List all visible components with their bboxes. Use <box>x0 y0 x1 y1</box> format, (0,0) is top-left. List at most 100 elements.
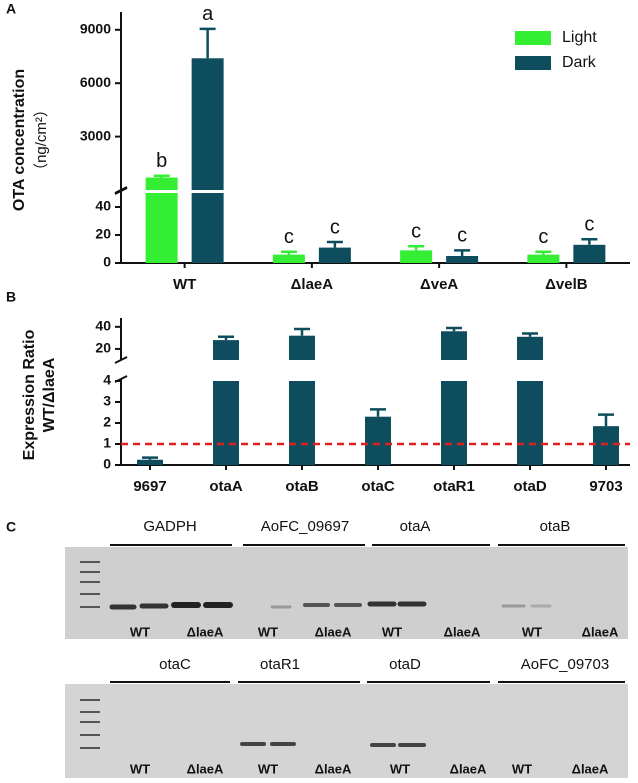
gene-label: otaD <box>389 656 421 673</box>
lane-label: ΔlaeA <box>444 624 481 639</box>
lane-label: ΔlaeA <box>187 761 224 776</box>
error-bar <box>142 456 158 460</box>
bar <box>213 381 239 465</box>
y-tick-label: 1 <box>103 435 111 451</box>
bar <box>400 250 433 263</box>
bar <box>441 381 467 465</box>
lane-label: WT <box>130 624 150 639</box>
lane-label: ΔlaeA <box>315 761 352 776</box>
error-bar <box>153 174 170 178</box>
lane-label: WT <box>390 761 410 776</box>
gel-image <box>65 547 628 639</box>
lane-label: ΔlaeA <box>450 761 487 776</box>
gene-label: otaA <box>400 518 431 535</box>
error-bar <box>370 408 386 417</box>
error-bar <box>598 413 614 427</box>
gene-label: otaR1 <box>260 656 300 673</box>
lane-label: ΔlaeA <box>572 761 609 776</box>
bar <box>517 336 543 360</box>
significance-letter: c <box>584 213 594 235</box>
error-bar <box>218 335 234 341</box>
legend-swatch <box>515 56 551 70</box>
y-tick-label: 40 <box>95 198 111 214</box>
error-bar <box>522 332 538 337</box>
lane-label: WT <box>512 761 532 776</box>
error-bar <box>535 250 552 255</box>
panel-label: A <box>6 1 16 17</box>
significance-letter: b <box>156 150 167 172</box>
bar <box>137 459 163 465</box>
ladder <box>80 561 100 749</box>
axis-break <box>114 356 128 364</box>
legend-swatch <box>515 31 551 45</box>
bar <box>365 416 391 465</box>
y-tick-label: 3000 <box>80 127 111 143</box>
x-tick-label: otaD <box>513 478 547 495</box>
bar <box>318 247 351 263</box>
legend-label: Light <box>562 29 597 46</box>
gel-bands <box>109 601 552 747</box>
gel-image <box>65 684 628 778</box>
gene-label: GADPH <box>143 518 196 535</box>
bar <box>145 177 178 190</box>
y-axis-label: Expression Ratio <box>21 329 38 460</box>
x-tick-label: ΔveA <box>420 276 458 293</box>
x-tick-label: 9703 <box>589 478 622 495</box>
bar <box>272 254 305 263</box>
lane-label: WT <box>522 624 542 639</box>
bar <box>191 58 224 190</box>
bar <box>527 254 560 263</box>
y-tick-label: 40 <box>95 318 111 334</box>
bar <box>517 381 543 465</box>
significance-letter: c <box>284 226 294 248</box>
error-bar <box>294 327 310 336</box>
x-tick-label: 9697 <box>133 478 166 495</box>
significance-letter: c <box>330 216 340 238</box>
axis-break <box>114 186 128 194</box>
bar <box>289 335 315 360</box>
significance-letter: c <box>457 225 467 247</box>
significance-letter: c <box>538 226 548 248</box>
lane-label: ΔlaeA <box>315 624 352 639</box>
y-tick-label: 4 <box>103 372 111 388</box>
significance-letter: c <box>411 220 421 242</box>
y-tick-label: 3 <box>103 393 111 409</box>
error-bar <box>280 250 297 255</box>
error-bar <box>199 27 216 59</box>
gel <box>65 544 628 778</box>
error-bar <box>581 237 598 245</box>
bar <box>441 331 467 360</box>
y-tick-label: 2 <box>103 414 111 430</box>
gene-underline <box>110 544 625 683</box>
lane-label: ΔlaeA <box>582 624 619 639</box>
lane-label: ΔlaeA <box>187 624 224 639</box>
y-tick-label: 0 <box>103 456 111 472</box>
bar <box>593 426 619 465</box>
error-bar <box>454 249 471 256</box>
panel-label: C <box>6 519 16 535</box>
bar <box>446 256 479 263</box>
gene-label: AoFC_09703 <box>521 656 609 673</box>
bar <box>289 381 315 465</box>
lane-label: WT <box>258 761 278 776</box>
bar <box>213 340 239 360</box>
y-axis-label: WT/ΔlaeA <box>41 357 58 432</box>
y-axis-label: （ng/cm²） <box>33 102 50 178</box>
y-tick-label: 0 <box>103 254 111 270</box>
y-tick-label: 20 <box>95 340 111 356</box>
error-bar <box>446 326 462 332</box>
x-tick-label: WT <box>173 276 196 293</box>
lane-label: WT <box>130 761 150 776</box>
gene-label: otaC <box>159 656 191 673</box>
bar <box>145 193 178 263</box>
lane-label: WT <box>258 624 278 639</box>
lane-label: WT <box>382 624 402 639</box>
bar <box>573 244 606 263</box>
y-tick-label: 6000 <box>80 74 111 90</box>
significance-letter: a <box>202 3 214 25</box>
legend-label: Dark <box>562 54 597 71</box>
x-tick-label: otaB <box>285 478 319 495</box>
error-bar <box>408 244 425 251</box>
gene-label: otaB <box>540 518 571 535</box>
